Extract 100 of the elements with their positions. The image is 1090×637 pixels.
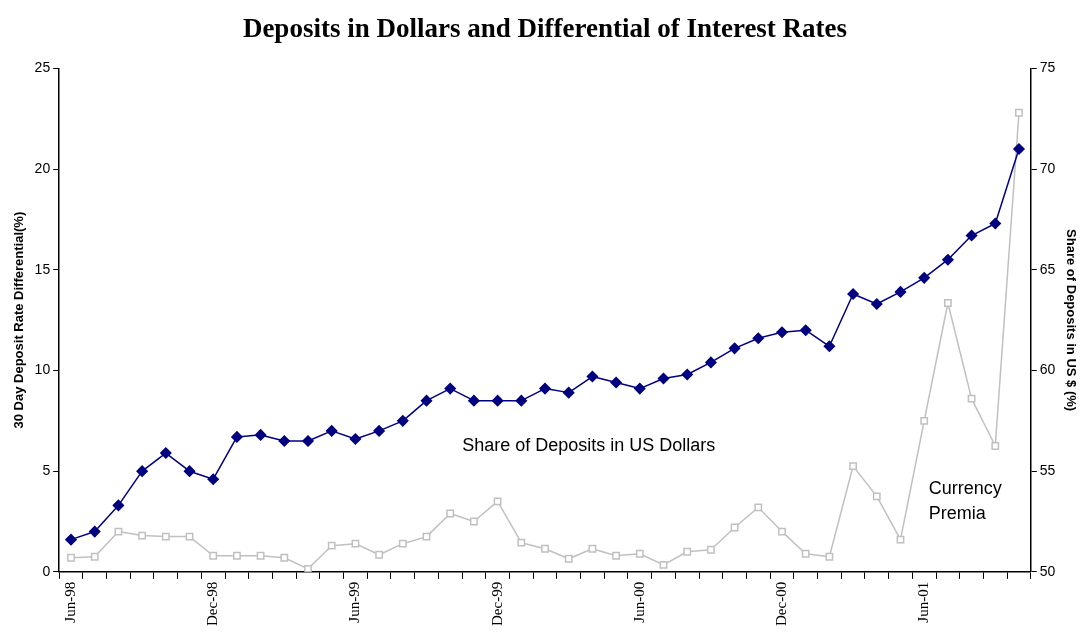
point	[683, 547, 692, 556]
point	[420, 394, 433, 407]
point	[444, 382, 456, 395]
point	[918, 272, 930, 284]
point	[1015, 108, 1023, 117]
point	[161, 532, 170, 541]
y-axis-title: 30 Day Deposit Rate Differential(%)	[11, 211, 27, 429]
point	[398, 539, 407, 548]
point	[730, 523, 739, 532]
y-tick-label: 0	[42, 562, 51, 579]
point	[610, 376, 622, 389]
point	[965, 229, 978, 242]
point	[849, 462, 858, 471]
point	[207, 473, 219, 485]
point	[752, 332, 765, 344]
annotation: Currency Premia	[928, 477, 1002, 523]
y2-tick-label: 60	[1039, 361, 1056, 378]
x-tick-label: Dec-98	[204, 581, 221, 627]
point	[989, 217, 1002, 230]
point	[114, 527, 123, 536]
y2-tick-label: 65	[1039, 260, 1056, 277]
point	[517, 538, 526, 547]
annotation: Share of Deposits in US Dollars	[462, 434, 716, 455]
point	[612, 551, 621, 560]
point	[375, 550, 384, 559]
y-tick-label: 5	[42, 462, 51, 479]
point	[232, 551, 241, 560]
point	[88, 525, 101, 538]
point	[681, 368, 693, 381]
point	[894, 286, 907, 298]
point	[562, 386, 575, 399]
point	[515, 394, 528, 407]
y2-axis-title: Share of Deposits in US $ (%)	[1063, 229, 1079, 412]
point	[304, 564, 312, 572]
point	[871, 298, 883, 310]
point	[65, 533, 77, 546]
point	[776, 326, 788, 338]
x-tick-label: Jun-99	[346, 581, 363, 623]
point	[185, 532, 194, 541]
point	[136, 465, 148, 477]
point	[778, 527, 786, 536]
point	[349, 433, 362, 445]
point	[728, 342, 741, 355]
point	[278, 435, 291, 447]
y-tick-label: 20	[34, 159, 51, 176]
point	[564, 554, 573, 563]
point	[801, 549, 810, 558]
chart-title: Deposits in Dollars and Differential of Interest Rates	[242, 13, 848, 44]
point	[327, 541, 336, 550]
x-tick-label: Jun-98	[61, 581, 78, 623]
point	[586, 370, 599, 383]
point	[90, 552, 99, 561]
point	[373, 425, 385, 437]
point	[588, 544, 597, 553]
point	[160, 447, 172, 459]
y2-tick-label: 50	[1039, 562, 1056, 579]
point	[896, 535, 905, 544]
y2-tick-label: 75	[1039, 59, 1056, 76]
point	[397, 415, 409, 427]
point	[491, 394, 504, 407]
point	[446, 509, 455, 518]
y-tick-label: 10	[34, 361, 51, 378]
y2-tick-label: 70	[1039, 159, 1056, 176]
point	[231, 431, 243, 443]
point	[705, 356, 717, 369]
point	[541, 544, 549, 553]
point	[112, 499, 125, 512]
x-tick-label: Dec-00	[772, 581, 789, 627]
x-tick-label: Dec-99	[488, 581, 505, 627]
point	[183, 465, 196, 477]
point	[825, 552, 834, 561]
point	[634, 382, 646, 395]
point	[943, 299, 952, 307]
point	[706, 545, 715, 554]
point	[469, 517, 478, 526]
point	[351, 539, 360, 548]
point	[1013, 143, 1025, 155]
point	[991, 442, 1000, 450]
point	[799, 324, 812, 336]
point	[280, 553, 289, 562]
point	[493, 497, 502, 506]
point	[302, 435, 314, 447]
point	[67, 553, 75, 562]
point	[754, 503, 763, 512]
y2-tick-label: 55	[1039, 462, 1056, 479]
y-tick-label: 15	[34, 260, 51, 277]
point	[138, 531, 147, 540]
point	[468, 394, 480, 407]
point	[657, 372, 670, 385]
point	[422, 532, 431, 541]
point	[967, 394, 976, 403]
point	[659, 560, 668, 569]
point	[256, 551, 265, 560]
point	[254, 429, 267, 441]
point	[823, 340, 836, 353]
y-tick-label: 25	[34, 59, 51, 76]
x-tick-label: Jun-00	[630, 581, 647, 623]
x-tick-label: Jun-01	[915, 581, 932, 623]
point	[325, 425, 338, 437]
point	[872, 492, 881, 501]
